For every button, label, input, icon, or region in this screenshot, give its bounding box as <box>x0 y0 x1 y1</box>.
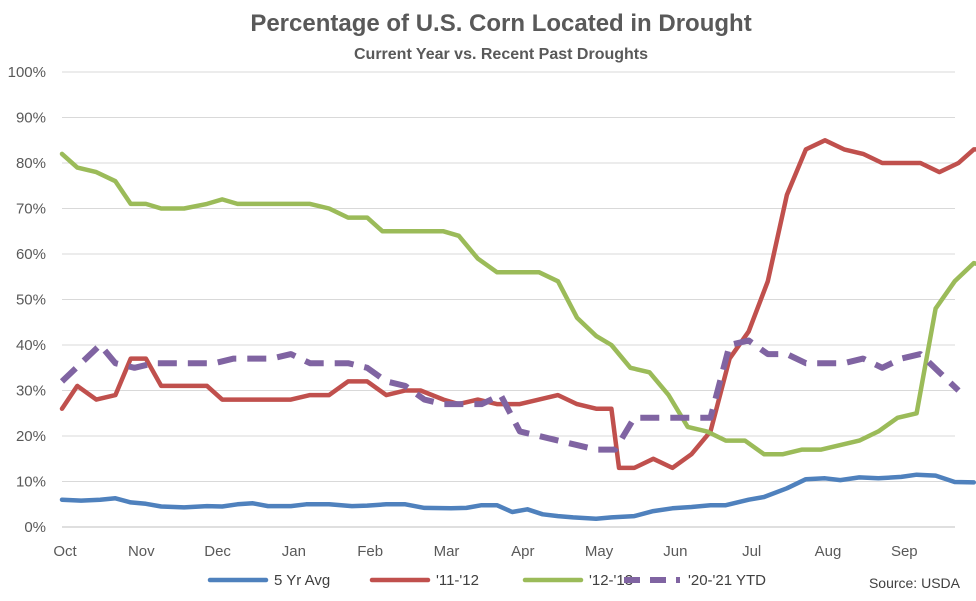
x-tick-label: Nov <box>128 543 155 560</box>
y-tick-label: 10% <box>16 474 46 491</box>
x-tick-label: Sep <box>891 543 918 560</box>
x-tick-label: Jul <box>742 543 761 560</box>
series-line-3 <box>59 337 961 453</box>
x-tick-label: Feb <box>357 543 383 560</box>
x-tick-label: Apr <box>511 543 534 560</box>
y-tick-label: 90% <box>16 110 46 127</box>
y-axis-ticks: 0% 10% 20% 30% 40% 50% 60% 70% 80% 90% 100% <box>8 64 46 536</box>
series-lines <box>59 138 976 522</box>
y-tick-label: 100% <box>8 64 46 81</box>
y-tick-label: 50% <box>16 292 46 309</box>
y-tick-label: 70% <box>16 201 46 218</box>
x-tick-label: Dec <box>204 543 231 560</box>
series-line-1 <box>59 138 976 471</box>
x-tick-label: Jan <box>282 543 306 560</box>
source-note: Source: USDA <box>869 575 961 591</box>
x-tick-label: Aug <box>815 543 842 560</box>
series-line-0 <box>59 472 976 522</box>
x-axis-ticks: Oct Nov Dec Jan Feb Mar Apr May Jun Jul Aug Sep <box>53 543 917 560</box>
y-tick-label: 30% <box>16 383 46 400</box>
legend: 5 Yr Avg '11-'12 '12-'13 '20-'21 YTD <box>207 572 766 589</box>
legend-label: 5 Yr Avg <box>274 572 330 589</box>
chart-subtitle: Current Year vs. Recent Past Droughts <box>354 46 648 63</box>
legend-label: '12-'13 <box>589 572 633 589</box>
y-tick-label: 20% <box>16 428 46 445</box>
y-tick-label: 40% <box>16 337 46 354</box>
y-tick-label: 0% <box>24 519 46 536</box>
series-line-2 <box>59 151 976 457</box>
chart-title: Percentage of U.S. Corn Located in Droug… <box>250 10 751 37</box>
x-tick-label: Jun <box>663 543 687 560</box>
y-tick-label: 60% <box>16 246 46 263</box>
x-tick-label: Mar <box>434 543 460 560</box>
x-tick-label: Oct <box>53 543 77 560</box>
legend-label: '20-'21 YTD <box>688 572 766 589</box>
y-tick-label: 80% <box>16 155 46 172</box>
legend-label: '11-'12 <box>436 572 479 589</box>
x-tick-label: May <box>585 543 614 560</box>
